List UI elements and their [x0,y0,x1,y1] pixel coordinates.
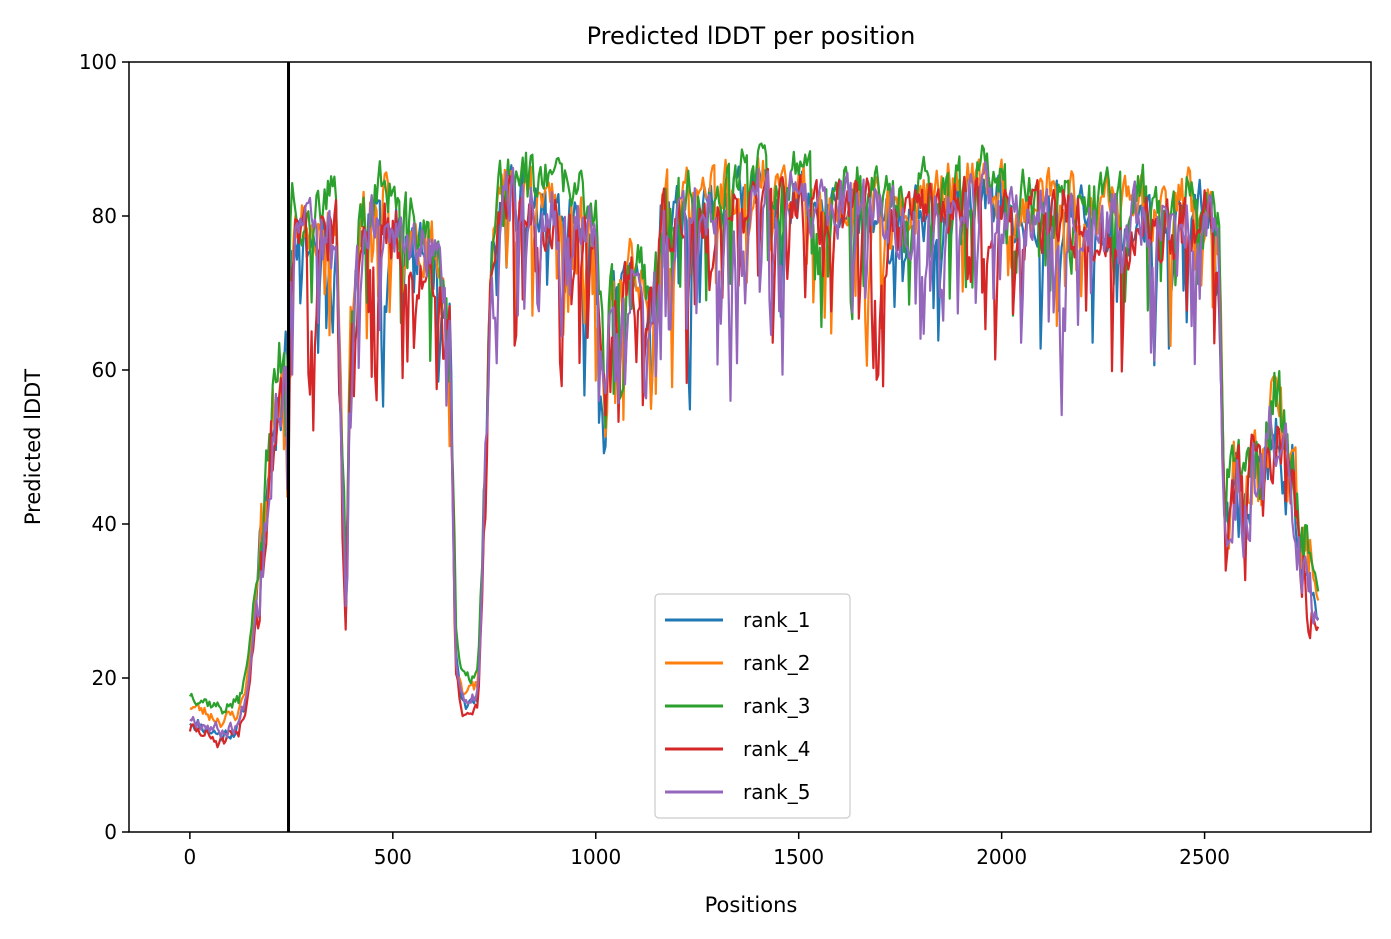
legend: rank_1 rank_2 rank_3 rank_4 rank_5 [654,593,851,819]
series-line-rank_2 [189,156,1320,728]
x-axis-label: Positions [705,893,798,917]
legend-label-rank_2: rank_2 [743,651,810,675]
legend-box [654,593,851,819]
legend-label-rank_3: rank_3 [743,694,810,718]
x-tick-label: 1000 [570,845,621,869]
chart-title: Predicted lDDT per position [587,22,916,50]
y-axis-label: Predicted lDDT [21,369,45,525]
x-axis: 0 500 1000 1500 2000 2500 [184,832,1230,869]
y-tick-label: 80 [92,204,117,228]
legend-label-rank_1: rank_1 [743,608,810,632]
legend-label-rank_4: rank_4 [743,737,810,761]
y-tick-label: 100 [79,50,117,74]
y-tick-label: 60 [92,358,117,382]
x-tick-label: 1500 [773,845,824,869]
x-tick-label: 2000 [976,845,1027,869]
series-layer [188,142,1320,749]
y-axis: 0 20 40 60 80 100 [79,50,129,844]
plot-frame [128,61,1372,833]
x-tick-label: 0 [184,845,197,869]
y-tick-label: 20 [92,666,117,690]
series-line-rank_5 [189,160,1320,739]
y-tick-label: 0 [104,820,117,844]
legend-label-rank_5: rank_5 [743,780,810,804]
x-tick-label: 500 [374,845,412,869]
series-line-rank_4 [188,167,1320,749]
x-tick-label: 2500 [1179,845,1230,869]
y-tick-label: 40 [92,512,117,536]
